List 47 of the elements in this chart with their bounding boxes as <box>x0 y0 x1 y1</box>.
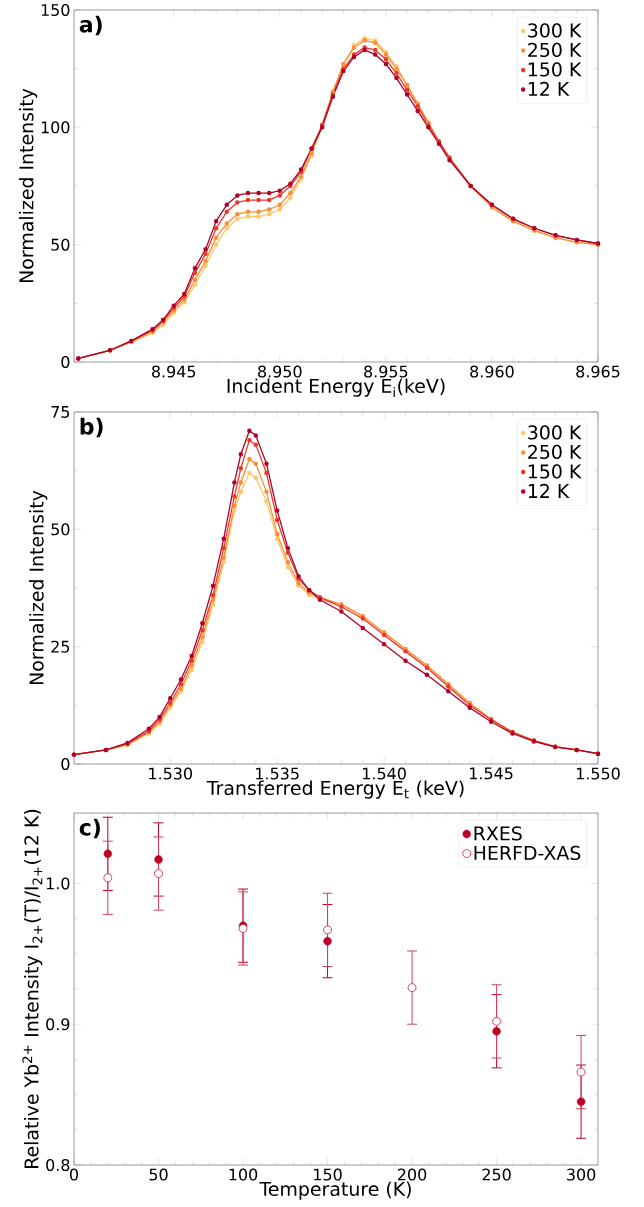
legend-label: 12 K <box>528 483 570 498</box>
legend-label: 150 K <box>528 464 582 479</box>
x-tick-label: 1.550 <box>576 767 620 780</box>
legend-label: 300 K <box>528 425 582 440</box>
x-tick-label: 1.535 <box>256 767 299 780</box>
y-tick-label: 0 <box>61 355 70 369</box>
x-tick-label: 8.965 <box>576 365 620 378</box>
y-tick-label: 1.0 <box>46 877 70 890</box>
x-tick-label: 0 <box>69 1168 79 1181</box>
legend-label: 250 K <box>528 444 582 460</box>
legend-label: HERFD-XAS <box>474 845 581 861</box>
x-axis-title: Incident Energy E$_{i}$(keV) <box>227 378 445 397</box>
annotation: a) <box>79 15 102 36</box>
y-tick-label: 0.9 <box>46 1018 70 1031</box>
x-tick-label: 1.530 <box>149 767 192 780</box>
y-tick-label: 150 <box>41 3 70 17</box>
legend-label: RXES <box>474 826 522 841</box>
y-tick-label: 75 <box>51 406 70 418</box>
y-tick-label: 0.8 <box>46 1158 70 1172</box>
y-tick-label: 25 <box>51 640 70 653</box>
x-tick-label: 1.540 <box>363 767 406 780</box>
y-tick-label: 50 <box>51 523 70 536</box>
legend-label: 250 K <box>528 42 582 58</box>
x-axis-title: Temperature (K) <box>259 1181 411 1200</box>
x-tick-label: 8.950 <box>258 365 302 378</box>
x-tick-label: 8.955 <box>364 365 408 378</box>
x-tick-label: 150 <box>314 1168 342 1181</box>
y-axis-title: Normalized Intensity <box>18 88 38 283</box>
x-tick-label: 100 <box>229 1168 258 1181</box>
x-tick-label: 50 <box>149 1168 168 1181</box>
y-tick-label: 100 <box>41 121 70 134</box>
y-axis-title: Relative Yb$^{2+}$ Intensity I$_{2+}$(T)/I$_{2+}$(12 K) <box>22 809 43 1168</box>
y-tick-label: 50 <box>51 238 70 251</box>
legend-label: 12 K <box>528 81 570 96</box>
x-tick-label: 8.960 <box>470 365 514 378</box>
x-axis-title: Transferred Energy E$_{t}$ (keV) <box>206 780 464 799</box>
legend-label: 150 K <box>528 62 582 77</box>
x-tick-label: 250 <box>482 1168 511 1181</box>
annotation: b) <box>80 417 103 438</box>
x-tick-label: 300 <box>567 1168 596 1181</box>
x-tick-label: 8.945 <box>151 365 196 378</box>
y-tick-label: 0 <box>61 757 70 771</box>
x-tick-label: 200 <box>398 1168 427 1181</box>
legend-label: 300 K <box>528 23 582 38</box>
x-tick-label: 1.545 <box>470 767 513 780</box>
y-axis-title: Normalized Intensity <box>29 490 48 685</box>
annotation: c) <box>79 818 100 839</box>
